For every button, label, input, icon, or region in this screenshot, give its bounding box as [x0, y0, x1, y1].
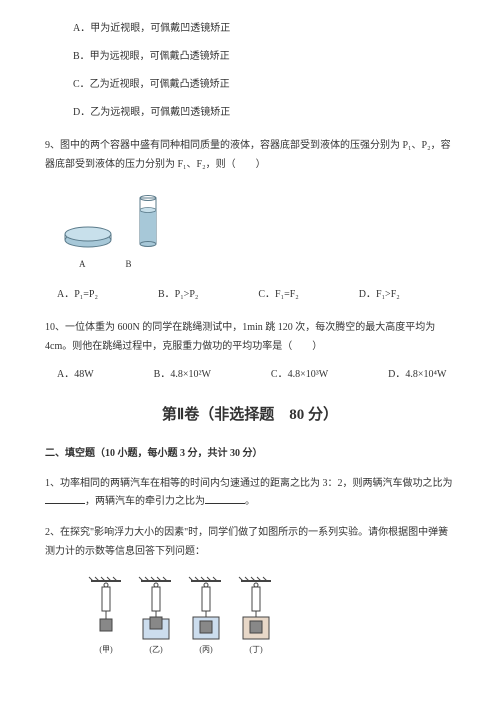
fq1: 1、功率相同的两辆汽车在相等的时间内匀速通过的距离之比为 3：2，则两辆汽车做功…	[45, 475, 455, 511]
fq1-text-a: 1、功率相同的两辆汽车在相等的时间内匀速通过的距离之比为 3：2，则两辆汽车做功…	[45, 478, 453, 489]
q10-text: 10、一位体重为 600N 的同学在跳绳测试中，1min 跳 120 次，每次腾…	[45, 318, 455, 356]
fq2-fig-c: (丙)	[185, 575, 227, 657]
q9-figures	[63, 192, 455, 250]
q8-option-A: A．甲为近视眼，可佩戴凹透镜矫正	[73, 20, 455, 38]
q9-choice-B: B．P₁>P₂	[158, 286, 198, 304]
q9-choice-C: C．F₁=F₂	[258, 286, 298, 304]
q8-option-D: D．乙为远视眼，可佩戴凹透镜矫正	[73, 104, 455, 122]
fq2: 2、在探究"影响浮力大小的因素"时，同学们做了如图所示的一系列实验。请你根据图中…	[45, 523, 455, 657]
section-ii-title: 第Ⅱ卷（非选择题 80 分）	[45, 402, 455, 429]
q9-choices: A．P₁=P₂ B．P₁>P₂ C．F₁=F₂ D．F₁>F₂	[57, 286, 455, 304]
q8-option-C: C．乙为近视眼，可佩戴凸透镜矫正	[73, 76, 455, 94]
fq1-text-c: 。	[245, 496, 255, 507]
fq1-text-b: ，两辆汽车的牵引力之比为	[85, 496, 205, 507]
q10-choice-D: D．4.8×10⁴W	[388, 366, 446, 384]
q10: 10、一位体重为 600N 的同学在跳绳测试中，1min 跳 120 次，每次腾…	[45, 318, 455, 384]
fq2-fig-a: (甲)	[85, 575, 127, 657]
q8-option-B-text: 甲为远视眼，可佩戴凸透镜矫正	[90, 51, 230, 62]
q9-choice-D: D．F₁>F₂	[359, 286, 400, 304]
fq2-figures: (甲) (乙) (丙)	[85, 575, 455, 657]
fq2-text: 2、在探究"影响浮力大小的因素"时，同学们做了如图所示的一系列实验。请你根据图中…	[45, 523, 455, 561]
fq2-label-b: (乙)	[135, 643, 177, 657]
q10-choice-A: A．48W	[57, 366, 94, 384]
q9-fig-label-A: A	[79, 256, 86, 272]
q8-option-A-text: 甲为近视眼，可佩戴凹透镜矫正	[90, 23, 230, 34]
fq2-label-a: (甲)	[85, 643, 127, 657]
fq2-fig-d: (丁)	[235, 575, 277, 657]
fill-blank-title: 二、填空题（10 小题，每小题 3 分，共计 30 分）	[45, 445, 455, 463]
q10-choice-B: B．4.8×10²W	[154, 366, 211, 384]
q10-choice-C: C．4.8×10³W	[271, 366, 328, 384]
fq1-blank-1	[45, 494, 85, 504]
fq1-blank-2	[205, 494, 245, 504]
q8-option-D-text: 乙为远视眼，可佩戴凹透镜矫正	[90, 107, 230, 118]
q9-container-B-icon	[135, 192, 161, 250]
fq2-fig-b: (乙)	[135, 575, 177, 657]
q9-text: 9、图中的两个容器中盛有同种相同质量的液体，容器底部受到液体的压强分别为 P₁、…	[45, 136, 455, 174]
fq2-label-c: (丙)	[185, 643, 227, 657]
q9-choice-A: A．P₁=P₂	[57, 286, 98, 304]
q8-option-C-text: 乙为近视眼，可佩戴凸透镜矫正	[90, 79, 230, 90]
q8-option-B: B．甲为远视眼，可佩戴凸透镜矫正	[73, 48, 455, 66]
q9: 9、图中的两个容器中盛有同种相同质量的液体，容器底部受到液体的压强分别为 P₁、…	[45, 136, 455, 304]
q9-fig-label-B: B	[126, 256, 132, 272]
q9-container-A-icon	[63, 216, 113, 250]
fq2-label-d: (丁)	[235, 643, 277, 657]
q9-figure-labels: A B	[79, 256, 455, 272]
q8-options: A．甲为近视眼，可佩戴凹透镜矫正 B．甲为远视眼，可佩戴凸透镜矫正 C．乙为近视…	[73, 20, 455, 122]
q10-choices: A．48W B．4.8×10²W C．4.8×10³W D．4.8×10⁴W	[57, 366, 455, 384]
